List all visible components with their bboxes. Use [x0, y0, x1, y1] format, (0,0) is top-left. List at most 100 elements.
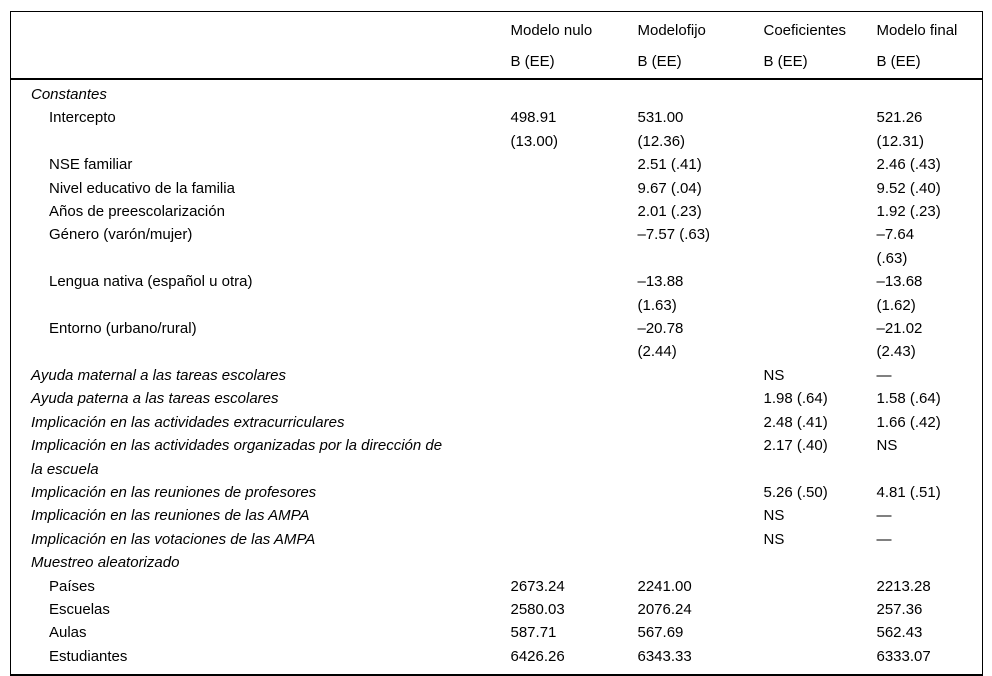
value-cell — [638, 504, 764, 527]
value-cell — [511, 528, 638, 551]
row-label: Escuelas — [49, 600, 110, 618]
value-cell: 521.26 (12.31) — [876, 109, 925, 150]
value-cell: –13.88 (1.63) — [637, 273, 684, 314]
value-cell: NS — [763, 366, 785, 384]
value-cell: — — [876, 366, 892, 384]
table-row: Ayuda maternal a las tareas escolares NS — — [11, 364, 983, 387]
row-label: NSE familiar — [49, 156, 133, 174]
table-row: Constantes — [11, 79, 983, 106]
row-label: Años de preescolarización — [49, 203, 225, 221]
table-row: Implicación en las actividades organizad… — [11, 434, 983, 481]
value-cell: 2241.00 — [637, 577, 692, 595]
table-row: NSE familiar 2.51 (.41) 2.46 (.43) — [11, 153, 983, 176]
table-row: Intercepto 498.91 (13.00) 531.00 (12.36) 52… — [11, 106, 983, 153]
table-row: Entorno (urbano/rural) –20.78 (2.44) –21.0… — [11, 317, 983, 364]
value-cell: –13.68 (1.62) — [876, 273, 923, 314]
table-row: Ayuda paterna a las tareas escolares 1.98… — [11, 387, 983, 410]
table-row: Nivel educativo de la familia 9.67 (.04) 9… — [11, 177, 983, 200]
header-col-modelo-nulo: Modelo nulo B (EE) — [510, 11, 638, 80]
value-cell — [764, 598, 877, 621]
value-cell: 2.46 (.43) — [876, 156, 941, 174]
table-row: Años de preescolarización 2.01 (.23) 1.92 … — [11, 200, 983, 223]
value-cell — [511, 223, 638, 270]
value-cell — [638, 528, 764, 551]
value-cell: 2673.24 — [510, 577, 565, 595]
value-cell — [764, 317, 877, 364]
value-cell: 498.91 (13.00) — [510, 109, 559, 150]
value-cell — [764, 270, 877, 317]
header-row: Modelo nulo B (EE) Modelofijo B (EE) Coe… — [10, 11, 983, 80]
value-cell: –7.64 (.63) — [876, 226, 915, 267]
value-cell: –20.78 (2.44) — [637, 320, 684, 361]
value-cell: 6333.07 — [876, 647, 931, 665]
row-label: Muestreo aleatorizado — [31, 554, 180, 572]
value-cell — [764, 153, 877, 176]
column-title: Modelo nulo — [510, 22, 593, 39]
value-cell — [511, 317, 638, 364]
value-cell: 531.00 (12.36) — [637, 109, 686, 150]
row-label: Países — [49, 577, 95, 595]
value-cell: 6426.26 — [510, 647, 565, 665]
value-cell: 6343.33 — [637, 647, 692, 665]
value-cell: 2.48 (.41) — [763, 413, 828, 431]
value-cell — [511, 411, 638, 434]
value-cell — [764, 200, 877, 223]
value-cell — [764, 79, 877, 106]
row-label: Lengua nativa (español u otra) — [49, 273, 253, 291]
value-cell: NS — [763, 530, 785, 548]
value-cell — [511, 481, 638, 504]
value-cell — [764, 177, 877, 200]
value-cell — [511, 270, 638, 317]
value-cell: 1.92 (.23) — [876, 203, 941, 221]
row-label: Ayuda paterna a las tareas escolares — [31, 390, 279, 408]
value-cell — [511, 504, 638, 527]
row-label: Implicación en las actividades organizad… — [31, 437, 443, 478]
value-cell — [764, 551, 877, 574]
row-label: Intercepto — [49, 109, 116, 127]
table-row: Implicación en las reuniones de profesor… — [11, 481, 983, 504]
value-cell — [764, 645, 877, 675]
value-cell: 2.01 (.23) — [637, 203, 702, 221]
row-label: Constantes — [31, 86, 107, 103]
value-cell: 1.66 (.42) — [876, 413, 941, 431]
value-cell: –7.57 (.63) — [637, 226, 711, 244]
table-row: Estudiantes 6426.26 6343.33 6333.07 — [11, 645, 983, 675]
value-cell: 1.58 (.64) — [876, 390, 941, 408]
value-cell — [638, 411, 764, 434]
row-label: Estudiantes — [49, 647, 128, 665]
value-cell — [511, 200, 638, 223]
value-cell: 567.69 — [637, 624, 684, 642]
table-row: Implicación en las votaciones de las AMP… — [11, 528, 983, 551]
row-label: Ayuda maternal a las tareas escolares — [31, 366, 286, 384]
value-cell — [511, 387, 638, 410]
value-cell — [764, 223, 877, 270]
value-cell — [511, 79, 638, 106]
value-cell: NS — [876, 437, 898, 455]
value-cell — [511, 551, 638, 574]
value-cell — [764, 106, 877, 153]
row-label: Implicación en las votaciones de las AMP… — [31, 530, 316, 548]
value-cell: 9.67 (.04) — [637, 179, 702, 197]
table-row: Aulas 587.71 567.69 562.43 — [11, 621, 983, 644]
header-col-modelo-final: Modelo final B (EE) — [876, 11, 983, 80]
table-row: Género (varón/mujer) –7.57 (.63) –7.64 (.6… — [11, 223, 983, 270]
column-subtitle: B (EE) — [763, 53, 808, 70]
column-subtitle: B (EE) — [876, 53, 921, 70]
column-subtitle: B (EE) — [637, 53, 682, 70]
value-cell — [511, 153, 638, 176]
header-col-coeficientes: Coeficientes B (EE) — [763, 11, 877, 80]
row-label: Género (varón/mujer) — [49, 226, 193, 244]
value-cell: — — [876, 530, 892, 548]
value-cell: 5.26 (.50) — [763, 483, 828, 501]
value-cell — [511, 177, 638, 200]
table-row: Implicación en las actividades extracurr… — [11, 411, 983, 434]
table-row: Implicación en las reuniones de las AMPA… — [11, 504, 983, 527]
value-cell: 2076.24 — [637, 600, 692, 618]
value-cell: NS — [763, 507, 785, 525]
value-cell: 4.81 (.51) — [876, 483, 941, 501]
value-cell — [877, 79, 983, 106]
table-row: Muestreo aleatorizado — [11, 551, 983, 574]
row-label: Entorno (urbano/rural) — [49, 320, 197, 338]
value-cell: –21.02 (2.43) — [876, 320, 923, 361]
column-subtitle: B (EE) — [510, 53, 555, 70]
